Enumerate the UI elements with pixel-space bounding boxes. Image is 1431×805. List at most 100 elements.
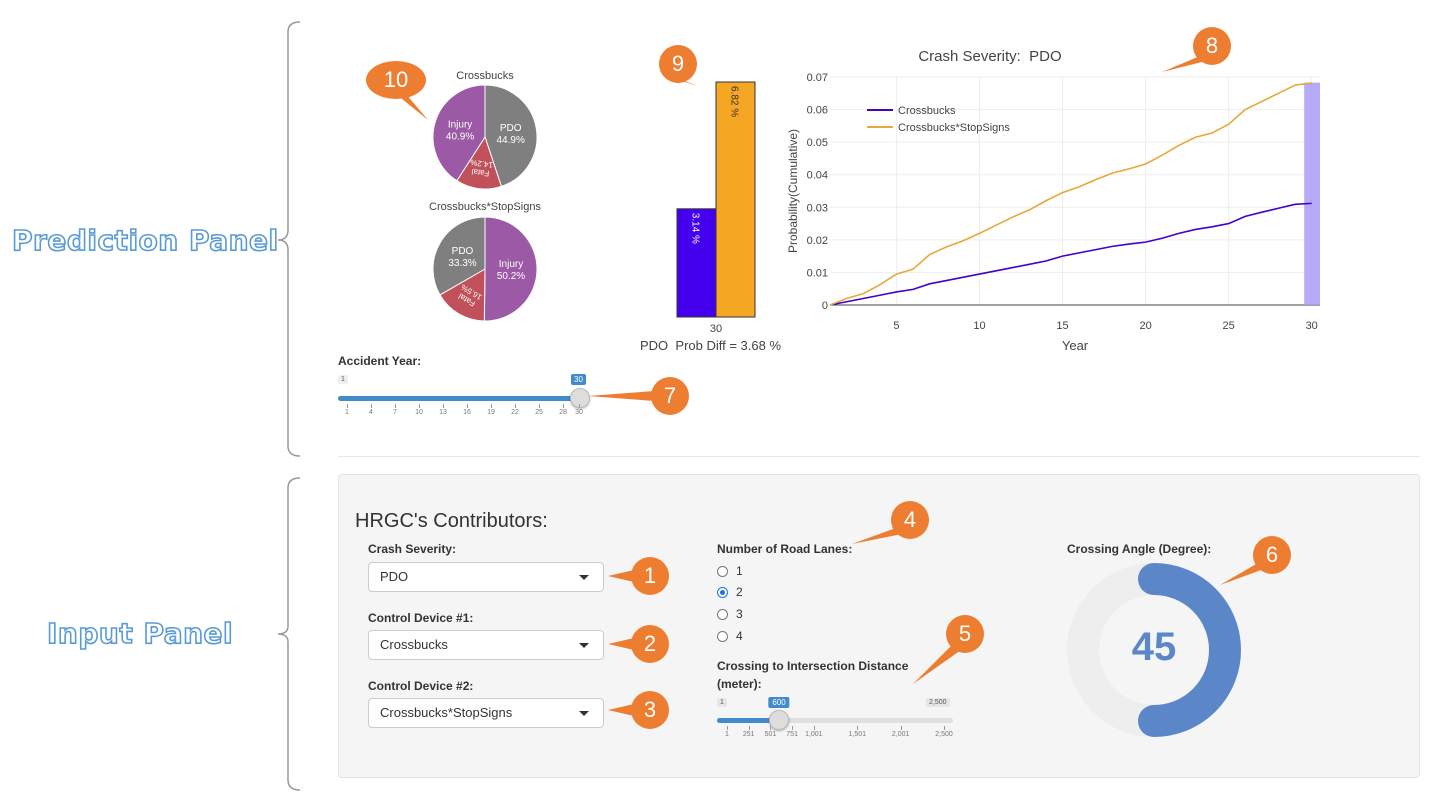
slider-tick-label: 2,001: [891, 731, 910, 738]
x-axis-label: Year: [1062, 338, 1089, 353]
slider-tick-label: 16: [463, 409, 471, 416]
slider-tick-label: 1: [725, 731, 729, 738]
callout-7: 7: [588, 376, 702, 416]
slider-tick-mark: [857, 726, 859, 730]
bar-1: [676, 208, 717, 318]
panel-divider: [338, 456, 1420, 457]
road-lanes-option-label: 2: [736, 585, 743, 599]
slider-tick-mark: [792, 726, 794, 730]
slider-tick-mark: [347, 404, 348, 408]
chevron-down-icon: [579, 711, 589, 716]
bar-label: 3.14 %: [690, 213, 701, 244]
road-lanes-option-4[interactable]: 4: [717, 629, 743, 643]
control-device-2-value: Crossbucks*StopSigns: [380, 705, 513, 720]
accident-year-handle[interactable]: [570, 388, 590, 408]
slider-tick-label: 25: [535, 409, 543, 416]
series-line-2: [829, 82, 1312, 306]
radio-circle-icon: [717, 566, 728, 578]
distance-handle[interactable]: [769, 710, 789, 730]
prediction-panel-brace: [277, 21, 301, 457]
y-tick-label: 0.06: [807, 105, 828, 117]
crossing-angle-value: 45: [1131, 625, 1177, 669]
slider-tick-label: 28: [559, 409, 567, 416]
slider-tick-mark: [419, 404, 420, 408]
y-tick-label: 0.03: [807, 202, 828, 214]
slider-tick-label: 251: [742, 731, 755, 738]
crash-severity-label: Crash Severity:: [368, 542, 457, 556]
distance-min-badge: 1: [717, 698, 727, 707]
accident-year-min-badge: 1: [338, 375, 348, 384]
slider-tick-mark: [491, 404, 492, 408]
slider-tick-label: 751: [786, 731, 798, 738]
slider-tick-mark: [944, 726, 945, 730]
slider-tick-mark: [727, 726, 728, 730]
slider-tick-label: 13: [439, 409, 447, 416]
slider-tick-mark: [563, 404, 564, 408]
callout-2: 2: [608, 624, 682, 664]
crash-severity-value: PDO: [380, 569, 409, 584]
slider-tick-label: 10: [415, 409, 423, 416]
pie-slice-value: 14.2%: [470, 158, 494, 170]
prob-diff-caption: PDO Prob Diff = 3.68 %: [640, 338, 782, 353]
chevron-down-icon: [579, 575, 589, 580]
road-lanes-option-label: 1: [736, 564, 743, 578]
y-tick-label: 0.07: [807, 72, 828, 84]
radio-circle-icon: [717, 609, 728, 621]
distance-max-badge: 2,500: [926, 698, 950, 707]
pie-slice-value: 44.9%: [496, 135, 524, 146]
callout-1: 1: [608, 556, 682, 596]
control-device-1-value: Crossbucks: [380, 637, 448, 652]
pie-slice-label: PDO: [500, 123, 522, 134]
callout-8: 8: [1162, 26, 1246, 72]
slider-tick-label: 2,500: [935, 731, 953, 738]
distance-value-badge: 600: [768, 697, 790, 708]
slider-tick-mark: [579, 404, 580, 408]
distance-fill: [717, 718, 779, 723]
accident-year-value-badge: 30: [571, 374, 586, 385]
y-tick-label: 0.05: [807, 137, 828, 149]
slider-tick-label: 19: [487, 409, 495, 416]
accident-year-track[interactable]: [338, 396, 580, 401]
accident-year-fill: [338, 396, 580, 401]
chart-title: Crash Severity: PDO: [918, 48, 1061, 65]
road-lanes-label: Number of Road Lanes:: [717, 542, 853, 556]
control-device-1-select[interactable]: Crossbucks: [368, 630, 604, 660]
slider-tick-mark: [443, 404, 444, 408]
slider-tick-mark: [539, 404, 540, 408]
pie-slice-fatal: [439, 268, 486, 322]
accident-year-ticks: 1 4 7 10 13 16 19 22 25 28 30: [345, 404, 583, 424]
control-device-2-select[interactable]: Crossbucks*StopSigns: [368, 698, 604, 728]
crash-severity-select[interactable]: PDO: [368, 562, 604, 592]
series-line-1: [829, 202, 1312, 306]
pie-slice-value: 33.3%: [448, 258, 476, 269]
y-tick-label: 0.02: [807, 235, 828, 247]
y-axis-label: Probability(Cumulative): [786, 129, 800, 253]
legend-label: Crossbucks*StopSigns: [898, 122, 1010, 134]
slider-tick-mark: [813, 726, 815, 730]
highlight-year-band: [1304, 82, 1320, 305]
prediction-panel-label: Prediction Panel: [11, 223, 279, 258]
x-tick-label: 20: [1139, 320, 1151, 332]
pie-slice-value: 40.9%: [446, 132, 474, 143]
radio-circle-icon: [717, 631, 728, 643]
road-lanes-option-3[interactable]: 3: [717, 607, 743, 621]
road-lanes-option-label: 4: [736, 629, 743, 643]
crash-severity-line-chart: 0 0.01 0.02 0.03 0.04 0.05 0.06 0.07 5 10 15 20 25 30…: [786, 48, 1320, 353]
crossing-angle-label: Crossing Angle (Degree):: [1067, 542, 1212, 556]
callout-6: 6: [1220, 535, 1302, 585]
road-lanes-option-label: 3: [736, 607, 743, 621]
chevron-down-icon: [579, 643, 589, 648]
pie-slice-injury: [483, 216, 538, 322]
slider-tick-mark: [395, 404, 396, 408]
distance-ticks: 1 251 501 751 1,001 1,501 2,001 2,500: [725, 726, 953, 746]
distance-track[interactable]: [717, 718, 953, 723]
slider-tick-label: 1,001: [805, 731, 823, 738]
y-tick-label: 0: [822, 300, 828, 312]
probability-bar-chart: 3.14 % 6.82 % 30: [676, 81, 756, 335]
slider-tick-mark: [515, 404, 516, 408]
road-lanes-option-2[interactable]: 2: [717, 585, 743, 599]
road-lanes-option-1[interactable]: 1: [717, 564, 743, 578]
crossing-angle-gauge[interactable]: [1066, 562, 1242, 738]
